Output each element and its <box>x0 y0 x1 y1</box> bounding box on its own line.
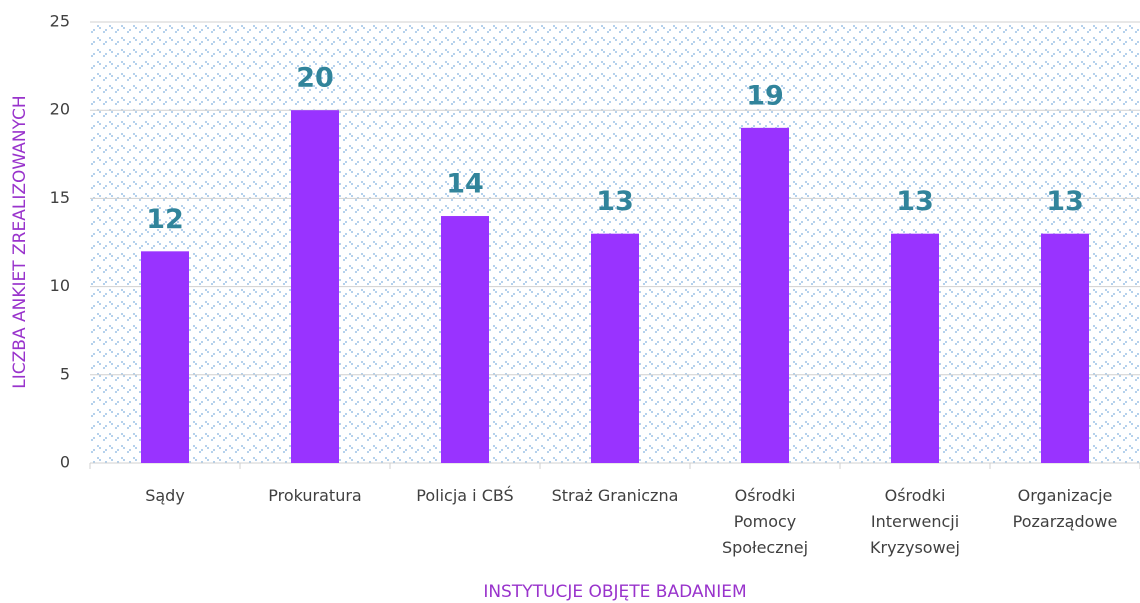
y-tick-label: 25 <box>50 12 70 31</box>
y-tick-label: 10 <box>50 276 70 295</box>
data-label: 13 <box>1046 186 1084 217</box>
bar <box>141 251 189 463</box>
data-label: 13 <box>596 186 634 217</box>
x-axis-title: INSTYTUCJE OBJĘTE BADANIEM <box>483 582 746 602</box>
bar <box>741 127 789 463</box>
y-tick-label: 15 <box>50 188 70 207</box>
y-axis-title: LICZBA ANKIET ZREALIZOWANYCH <box>10 95 30 388</box>
data-label: 20 <box>296 63 334 94</box>
x-tick-label: Organizacje Pozarządowe <box>1012 486 1118 531</box>
x-tick-label: Ośrodki Interwencji Kryzysowej <box>870 486 960 557</box>
bar <box>591 233 639 463</box>
y-tick-label: 20 <box>50 100 70 119</box>
x-tick-label: Ośrodki Pomocy Społecznej <box>721 486 809 557</box>
y-tick-label: 0 <box>60 453 70 472</box>
x-tick-label: Prokuratura <box>268 486 362 505</box>
bar <box>291 110 339 463</box>
data-label: 14 <box>446 169 484 200</box>
data-label: 19 <box>746 80 784 111</box>
bar <box>891 233 939 463</box>
data-label: 13 <box>896 186 934 217</box>
x-tick-label: Straż Graniczna <box>551 486 679 505</box>
data-label: 12 <box>146 204 184 235</box>
x-tick-label: Sądy <box>145 486 185 505</box>
x-tick-label: Policja i CBŚ <box>416 486 514 505</box>
bar <box>441 216 489 463</box>
bar <box>1041 233 1089 463</box>
y-tick-label: 5 <box>60 364 70 383</box>
